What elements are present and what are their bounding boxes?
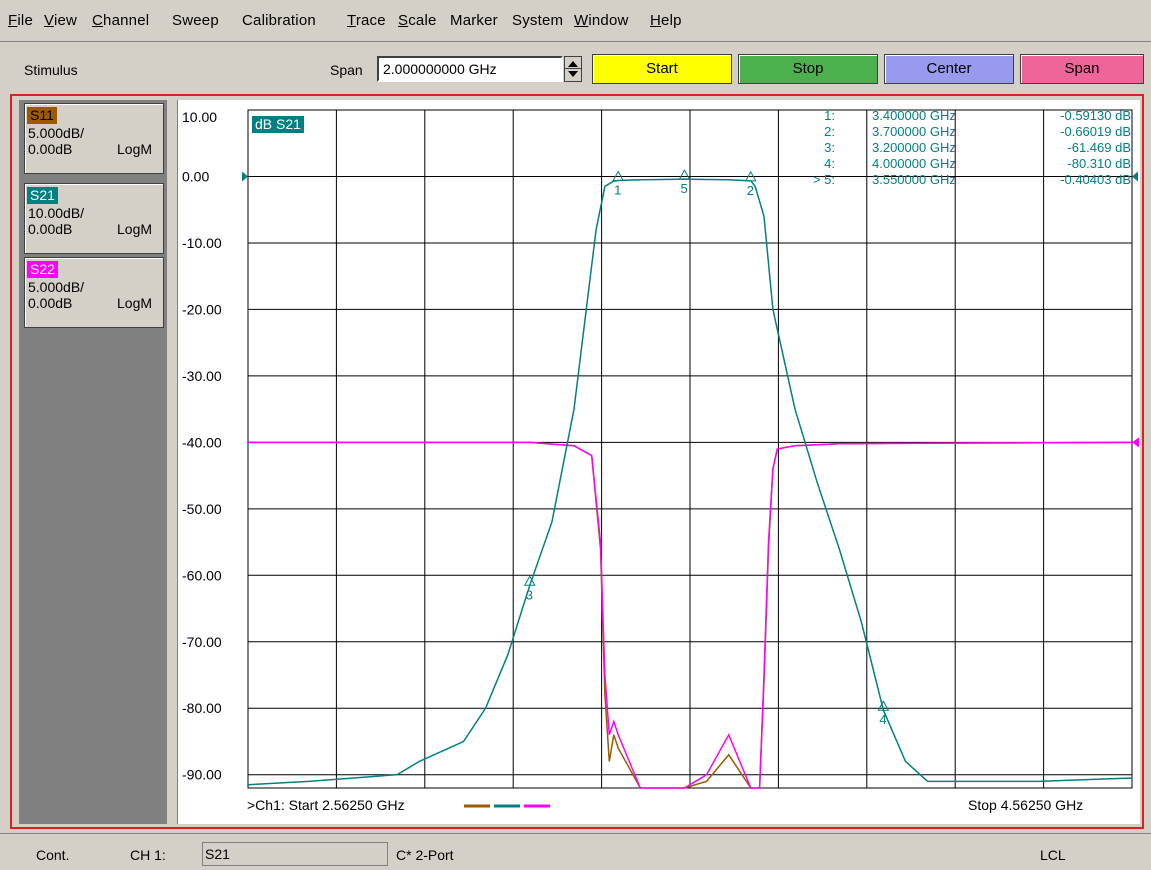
calibration-status: C* 2-Port [396,847,454,863]
menu-file[interactable]: File [8,12,33,29]
center-button[interactable]: Center [884,54,1014,84]
marker-value: -0.66019 dB [1060,124,1131,139]
marker-triangle [523,575,536,586]
active-trace-status[interactable]: S21 [202,842,388,866]
marker-frequency: 3.400000 GHz [872,108,956,123]
trace-ref: 0.00dB [28,221,73,237]
marker-row: > 5: 3.550000 GHz -0.40403 dB [790,172,1135,188]
status-bar: Cont. CH 1: S21 C* 2-Port LCL [0,833,1151,870]
trace-color-legend [464,804,550,808]
span-input[interactable]: 2.000000000 GHz [377,56,563,82]
channel-label: CH 1: [130,847,166,863]
spin-up-icon[interactable] [568,61,578,67]
remote-status: LCL [1040,847,1066,863]
y-tick-label: 0.00 [182,168,209,184]
y-tick-label: -70.00 [182,634,222,650]
trace-format: LogM [117,221,153,237]
menu-trace[interactable]: Trace [347,12,386,29]
trace-format: LogM [117,141,153,157]
trace-block-s22[interactable]: S22 5.000dB/ 0.00dB LogM [24,257,164,328]
marker-frequency: 3.200000 GHz [872,140,956,155]
y-tick-label: -50.00 [182,501,222,517]
y-tick-label: -60.00 [182,567,222,583]
y-axis-labels: 10.00 0.00 -10.00 -20.00 -30.00 -40.00 -50.00 -… [182,109,222,783]
trace-ref: 0.00dB [28,295,73,311]
stimulus-label: Stimulus [24,62,78,78]
menu-channel[interactable]: Channel [92,12,150,29]
menu-marker[interactable]: Marker [450,12,498,29]
trace-ref: 0.00dB [28,141,73,157]
marker-value: -80.310 dB [1067,156,1131,171]
chart-grid [242,109,1139,789]
y-tick-label: -10.00 [182,235,222,251]
menu-sweep[interactable]: Sweep [172,12,219,29]
trace-block-s11[interactable]: S11 5.000dB/ 0.00dB LogM [24,103,164,174]
spin-down-icon[interactable] [568,71,578,77]
start-button[interactable]: Start [592,54,732,84]
y-tick-label: 10.00 [182,109,217,125]
marker-tag-label: 2 [747,183,754,198]
menu-calibration[interactable]: Calibration [242,12,316,29]
menu-scale[interactable]: Scale [398,12,437,29]
start-frequency-label: >Ch1: Start 2.56250 GHz [247,797,405,813]
span-button[interactable]: Span [1020,54,1144,84]
trace-name-s21: S21 [27,187,58,204]
marker-frequency: 3.550000 GHz [872,172,956,187]
marker-triangle [678,169,691,180]
marker-value: -0.59130 dB [1060,108,1131,123]
y-tick-label: -80.00 [182,700,222,716]
y-tick-label: -20.00 [182,301,222,317]
marker-row: 3: 3.200000 GHz -61.469 dB [790,140,1135,156]
series-s22 [248,441,1133,789]
y-tick-label: -30.00 [182,368,222,384]
marker-tag-label: 1 [614,182,621,197]
stop-frequency-label: Stop 4.56250 GHz [968,797,1084,813]
y-tick-label: -40.00 [182,434,222,450]
marker-tag-label: 5 [680,181,687,196]
menu-view[interactable]: View [44,12,78,29]
trace-list-panel: S11 5.000dB/ 0.00dB LogM S21 10.00dB/ 0.… [19,100,167,824]
marker-number: 3: [824,140,835,155]
marker-triangle [612,170,625,181]
trace-scale: 5.000dB/ [28,125,85,141]
marker-tag-label: 4 [879,712,886,727]
menu-bar: File View Channel Sweep Calibration Trace Scal… [0,0,1151,42]
trace-name-s22: S22 [27,261,58,278]
marker-tags: 1 2 3 4 5 [523,169,890,727]
marker-tag-label: 3 [526,587,533,602]
marker-triangle [877,700,890,711]
marker-number: 2: [824,124,835,139]
trace-scale: 5.000dB/ [28,279,85,295]
marker-frequency: 4.000000 GHz [872,156,956,171]
menu-system[interactable]: System [512,12,564,29]
ref-marker-right [1132,171,1138,182]
ref-marker-left [242,171,248,182]
trace-block-s21[interactable]: S21 10.00dB/ 0.00dB LogM [24,183,164,254]
menu-help[interactable]: Help [650,12,682,29]
stop-button[interactable]: Stop [738,54,878,84]
menu-window[interactable]: Window [574,12,629,29]
marker-row: 2: 3.700000 GHz -0.66019 dB [790,124,1135,140]
span-spinner[interactable] [564,56,582,82]
marker-triangle [744,170,757,182]
marker-number: > 5: [812,172,835,187]
span-label: Span [330,62,363,78]
ref-marker-right-s22 [1132,437,1139,448]
active-trace-label: dB S21 [252,116,304,133]
trace-name-s11: S11 [27,107,57,124]
marker-row: 1: 3.400000 GHz -0.59130 dB [790,108,1135,124]
marker-row: 4: 4.000000 GHz -80.310 dB [790,156,1135,172]
marker-value: -61.469 dB [1067,140,1131,155]
y-tick-label: -90.00 [182,767,222,783]
marker-number: 1: [824,108,835,123]
plot-area[interactable] [177,100,1140,824]
marker-value: -0.40403 dB [1060,172,1131,187]
stimulus-toolbar: Stimulus Span 2.000000000 GHz Start Stop… [0,42,1151,92]
trace-format: LogM [117,295,153,311]
marker-frequency: 3.700000 GHz [872,124,956,139]
sweep-mode: Cont. [36,847,70,863]
marker-number: 4: [824,156,835,171]
trace-scale: 10.00dB/ [28,205,85,221]
